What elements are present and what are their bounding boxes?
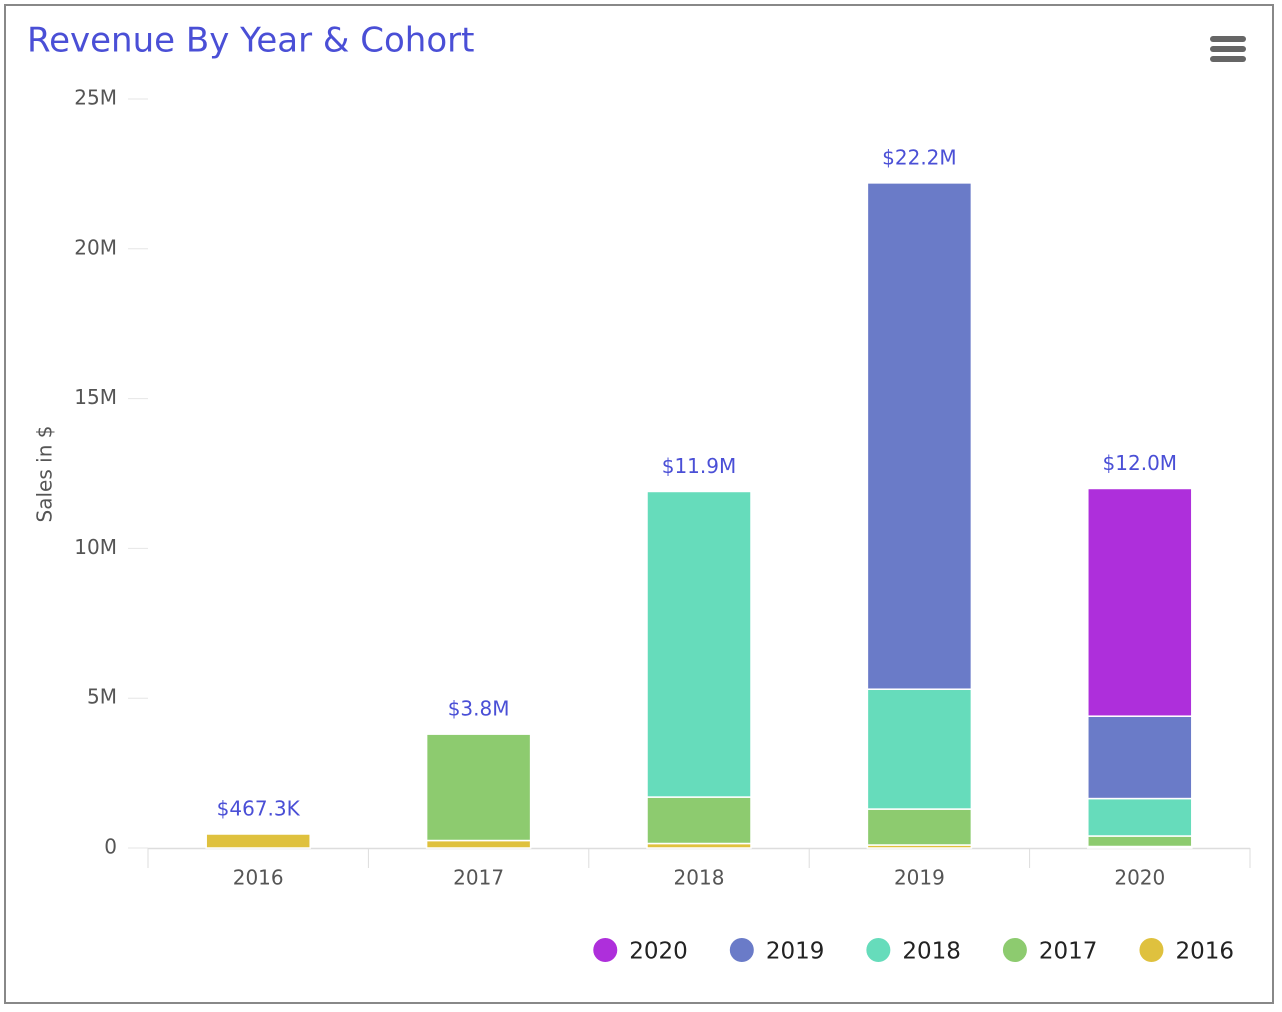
menu-icon[interactable] (1210, 36, 1246, 62)
bar-segment (1087, 487, 1193, 717)
bar-segment (205, 833, 311, 849)
bar-segment (1087, 797, 1193, 837)
bar-segment (646, 796, 752, 845)
y-tick-label: 25M (74, 86, 117, 110)
bar-segment (866, 688, 973, 810)
y-tick-label: 10M (74, 535, 117, 559)
total-label: $11.9M (662, 454, 737, 478)
chart-frame (4, 4, 1274, 1004)
chart-title: Revenue By Year & Cohort (27, 21, 474, 61)
menu-bar[interactable] (1210, 56, 1246, 62)
bar-segment (866, 808, 973, 846)
y-tick-label: 15M (74, 385, 117, 409)
legend-label: 2020 (629, 939, 688, 965)
total-label: $22.2M (882, 145, 957, 169)
bar-segment (1087, 835, 1193, 848)
y-tick-label: 0 (104, 835, 117, 859)
menu-bar[interactable] (1210, 46, 1246, 52)
legend-label: 2016 (1175, 939, 1234, 965)
y-tick-label: 20M (74, 235, 117, 259)
legend-swatch (729, 938, 754, 962)
bar-segment (425, 839, 532, 849)
x-tick-label: 2020 (1114, 866, 1165, 890)
legend-swatch (593, 938, 618, 962)
legend-label: 2017 (1039, 939, 1098, 965)
bar-segment (646, 490, 752, 798)
x-tick-label: 2019 (894, 866, 945, 890)
y-tick-label: 5M (87, 685, 117, 709)
bar-segment (425, 733, 532, 842)
legend-label: 2018 (902, 939, 961, 965)
total-label: $467.3K (217, 796, 301, 820)
legend-label: 2019 (766, 939, 825, 965)
x-tick-label: 2017 (453, 866, 504, 890)
bar-segment (866, 182, 973, 690)
menu-bar[interactable] (1210, 36, 1246, 42)
legend-swatch (1139, 938, 1164, 962)
bar-segment (1087, 715, 1193, 800)
legend-swatch (866, 938, 891, 962)
x-tick-label: 2018 (674, 866, 725, 890)
x-tick-label: 2016 (233, 866, 284, 890)
total-label: $3.8M (448, 697, 510, 721)
legend-swatch (1002, 938, 1027, 962)
y-axis-title: Sales in $ (33, 426, 57, 523)
total-label: $12.0M (1103, 451, 1178, 475)
